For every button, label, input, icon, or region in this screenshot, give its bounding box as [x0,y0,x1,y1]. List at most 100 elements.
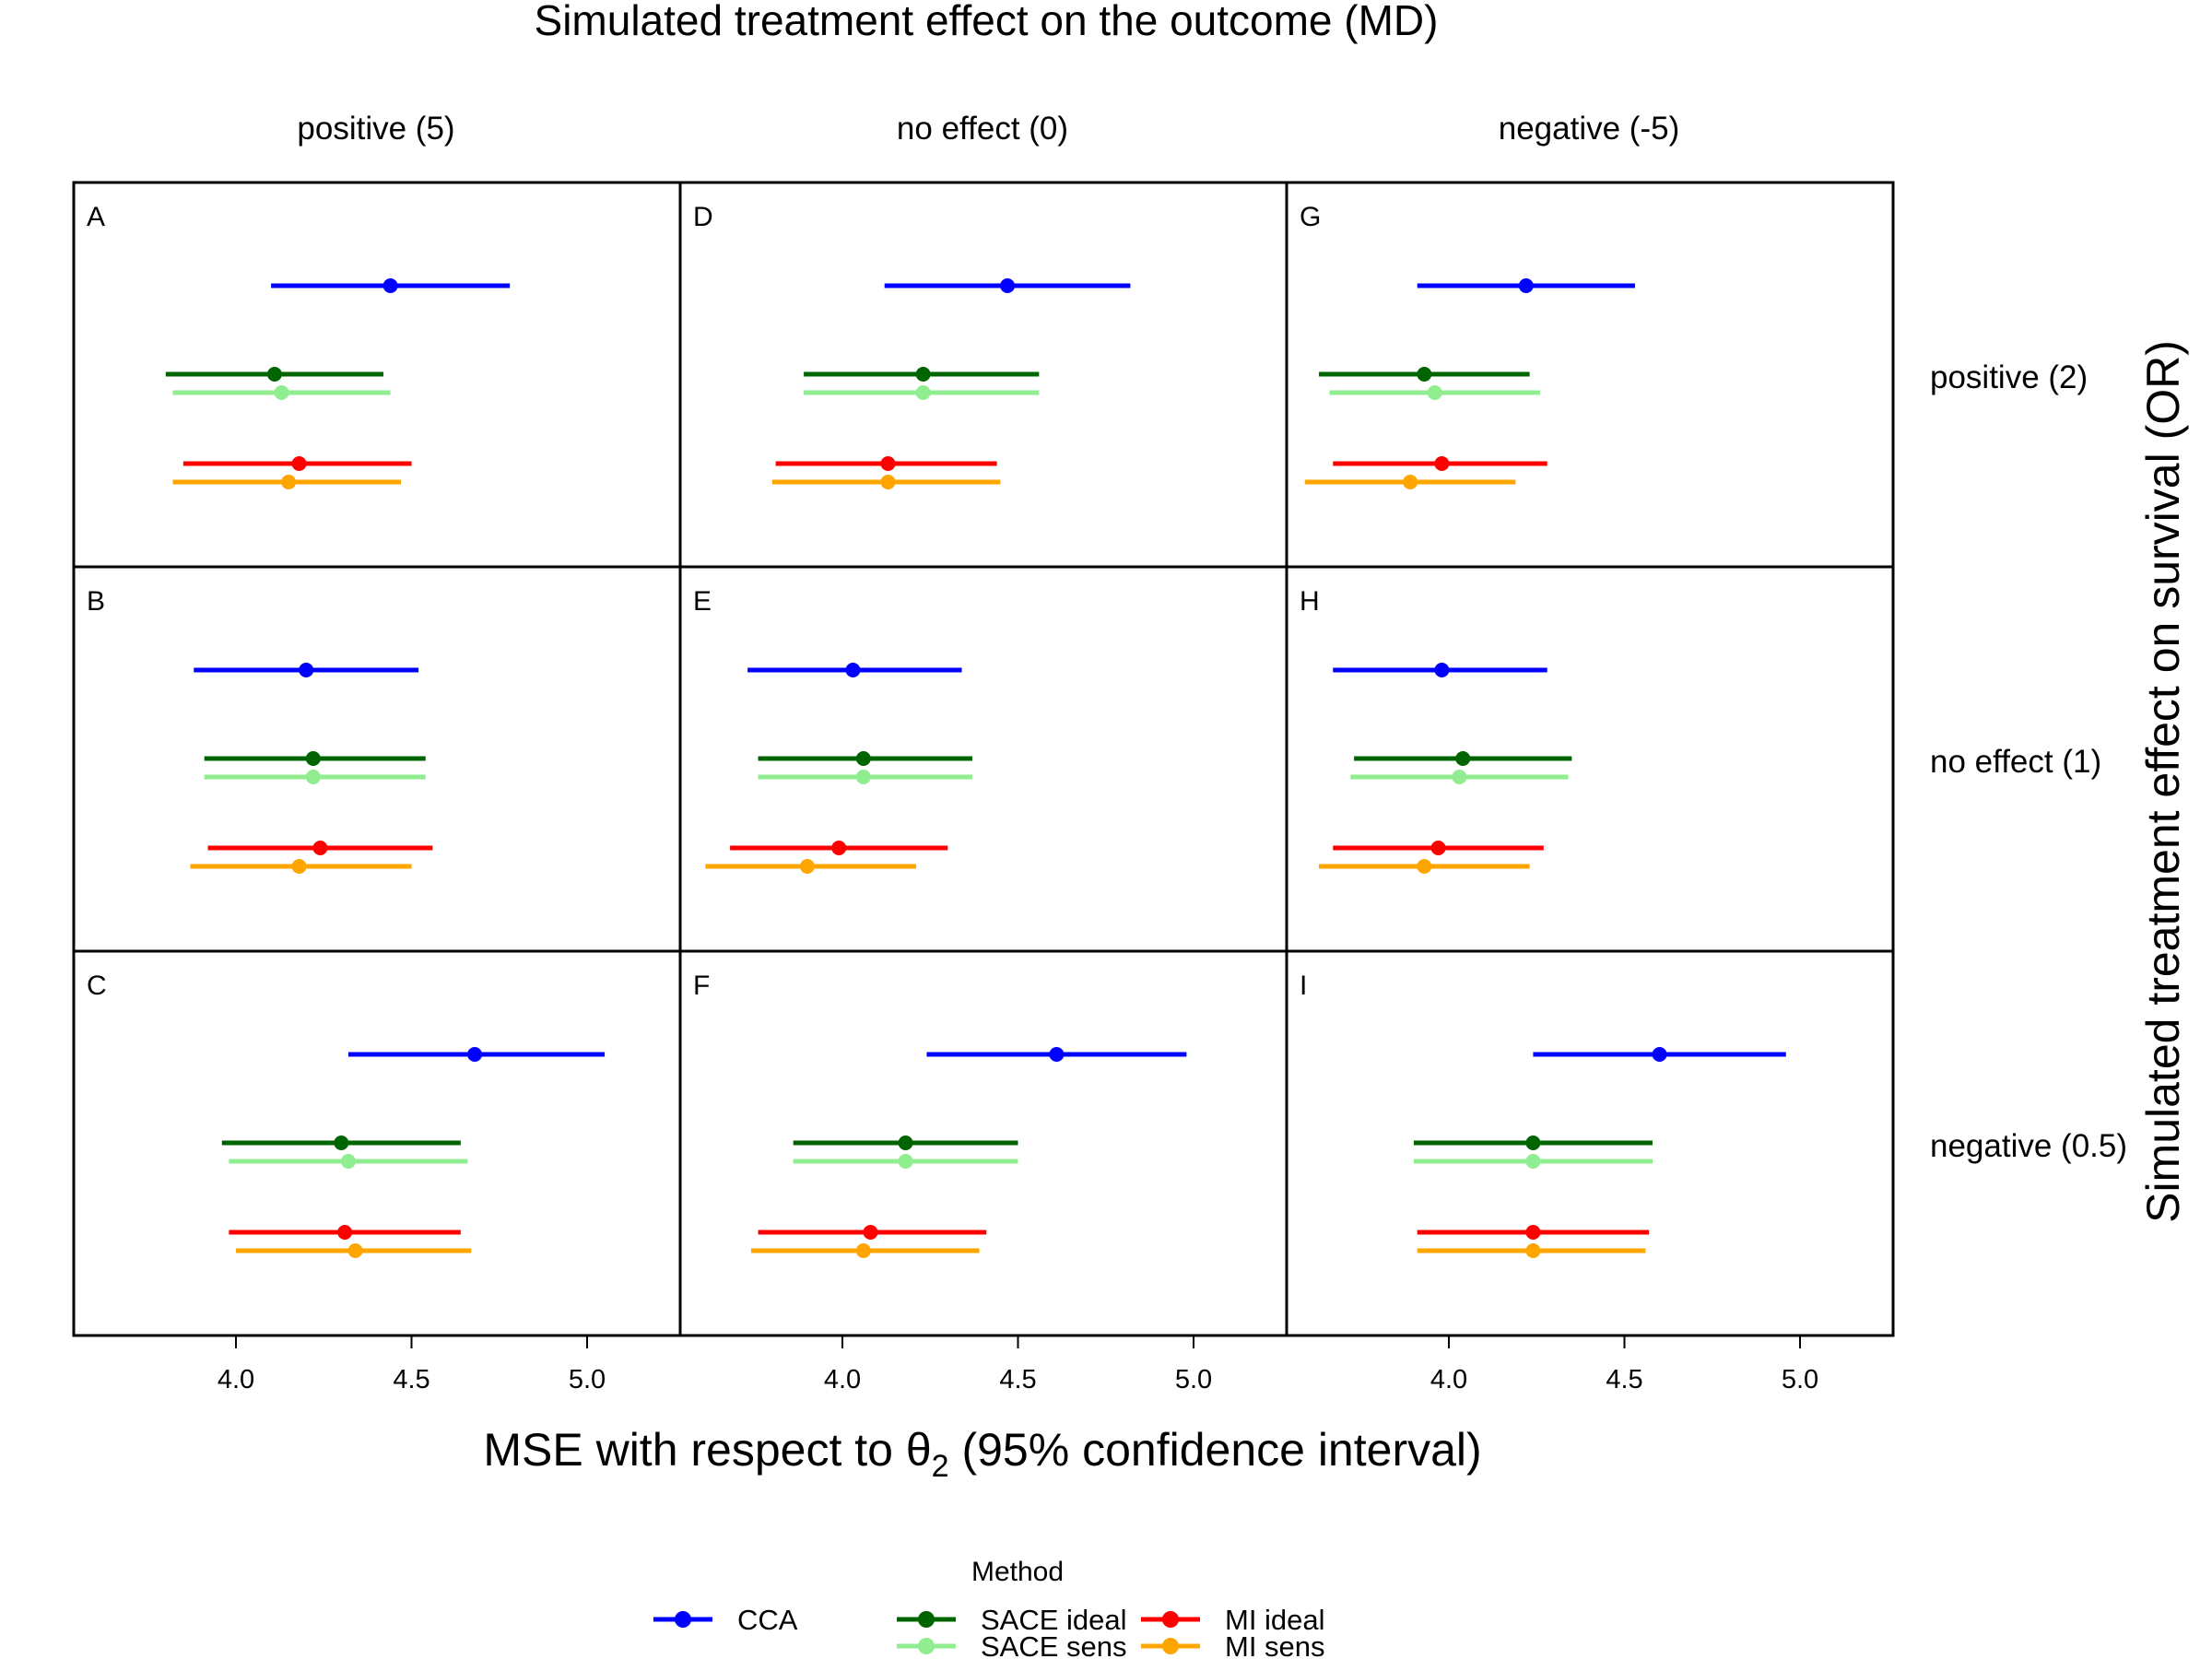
x-tick-label: 5.0 [1175,1365,1212,1394]
legend-label: MI sens [1225,1630,1325,1659]
x-tick-label: 4.0 [824,1365,861,1394]
legend-item-sace-sens: SACE sens [897,1630,1127,1659]
column-label-positive: positive (5) [297,111,454,147]
x-axis-title-rest: (95% confidence interval) [949,1424,1482,1476]
point-estimate-mi-sens [347,1243,363,1258]
point-estimate-cca [845,663,861,677]
point-estimate-cca [1049,1047,1065,1062]
panel-letter: I [1300,971,1307,1001]
legend-swatch-dot [918,1611,935,1628]
point-estimate-sace-ideal [305,751,321,766]
row-label-negative: negative (0.5) [1930,1128,2127,1164]
x-axes: 4.0 4.5 5.0 4.0 4.5 5.0 4.0 4.5 5.0 [218,1335,1818,1394]
panel-letter: B [87,586,105,617]
point-estimate-mi-sens [1525,1243,1541,1258]
x-axis-column-2: 4.0 4.5 5.0 [824,1335,1212,1394]
x-tick-label: 4.0 [1430,1365,1467,1394]
x-axis-column-3: 4.0 4.5 5.0 [1430,1335,1818,1394]
x-tick-label: 5.0 [569,1365,606,1394]
row-label-positive: positive (2) [1930,359,2088,395]
point-estimate-sace-ideal [855,751,871,766]
point-estimate-sace-sens [855,770,871,784]
point-estimate-sace-sens [915,385,931,400]
point-estimate-mi-ideal [312,841,328,855]
point-estimate-sace-ideal [1417,367,1432,382]
panel-letter: C [87,971,107,1001]
panel-c: C [72,949,682,1337]
point-estimate-mi-ideal [880,456,896,471]
point-estimate-sace-ideal [334,1135,349,1150]
panel-letter: G [1300,202,1321,232]
point-estimate-mi-ideal [1525,1225,1541,1240]
legend-item-mi-ideal: MI ideal [1141,1604,1325,1636]
panel-g: G [1285,181,1895,569]
legend-swatch-dot [675,1611,691,1628]
legend-swatch-dot [1162,1638,1179,1654]
point-estimate-sace-sens [305,770,321,784]
point-estimate-sace-sens [898,1154,913,1169]
legend-swatch-dot [918,1638,935,1654]
point-estimate-cca [382,278,398,293]
panel-grid: A D G B E H C F I [72,181,1895,1337]
panel-letter: D [693,202,713,232]
point-estimate-sace-sens [274,385,289,400]
x-tick-label: 4.5 [1606,1365,1642,1394]
point-estimate-sace-ideal [1455,751,1471,766]
legend-label: SACE sens [981,1630,1127,1659]
legend-item-mi-sens: MI sens [1141,1630,1325,1659]
panel-letter: F [693,971,710,1001]
point-estimate-sace-sens [1427,385,1442,400]
point-estimate-cca [467,1047,483,1062]
x-tick-label: 5.0 [1782,1365,1818,1394]
panel-d: D [678,181,1288,569]
panel-a: A [72,181,682,569]
point-estimate-mi-sens [799,859,815,874]
point-estimate-mi-ideal [863,1225,878,1240]
point-estimate-cca [1000,278,1016,293]
point-estimate-cca [1652,1047,1667,1062]
legend-title: Method [971,1557,1064,1587]
x-axis-title-main: MSE with respect to θ [483,1424,931,1476]
panel-frame [1285,949,1895,1337]
point-estimate-cca [299,663,314,677]
point-estimate-sace-sens [1452,770,1467,784]
point-estimate-mi-ideal [831,841,847,855]
panel-b: B [72,565,682,953]
point-estimate-mi-sens [1417,859,1432,874]
legend-item-cca: CCA [653,1604,798,1636]
x-tick-label: 4.0 [218,1365,254,1394]
point-estimate-cca [1518,278,1534,293]
point-estimate-cca [1434,663,1450,677]
panel-f: F [678,949,1288,1337]
point-estimate-sace-ideal [898,1135,913,1150]
point-estimate-sace-ideal [266,367,282,382]
row-label-no-effect: no effect (1) [1930,744,2101,780]
legend-swatch-dot [1162,1611,1179,1628]
x-axis-column-1: 4.0 4.5 5.0 [218,1335,606,1394]
point-estimate-mi-sens [880,475,896,489]
point-estimate-mi-ideal [1430,841,1446,855]
panel-e: E [678,565,1288,953]
x-tick-label: 4.5 [393,1365,429,1394]
point-estimate-sace-ideal [915,367,931,382]
point-estimate-mi-sens [281,475,297,489]
column-label-negative: negative (-5) [1499,111,1679,147]
panel-i: I [1285,949,1895,1337]
x-axis-title: MSE with respect to θ2 (95% confidence i… [483,1424,1481,1484]
point-estimate-sace-ideal [1525,1135,1541,1150]
point-estimate-sace-sens [340,1154,356,1169]
point-estimate-mi-ideal [337,1225,353,1240]
column-label-no-effect: no effect (0) [897,111,1068,147]
point-estimate-mi-ideal [1434,456,1450,471]
x-tick-label: 4.5 [999,1365,1036,1394]
x-axis-title-subscript: 2 [932,1449,949,1484]
y-axis-title: Simulated treatment effect on survival (… [2137,340,2189,1223]
panel-letter: E [693,586,712,617]
panel-letter: A [87,202,105,232]
legend-item-sace-ideal: SACE ideal [897,1604,1127,1636]
point-estimate-mi-sens [1403,475,1418,489]
panel-h: H [1285,565,1895,953]
point-estimate-mi-sens [291,859,307,874]
